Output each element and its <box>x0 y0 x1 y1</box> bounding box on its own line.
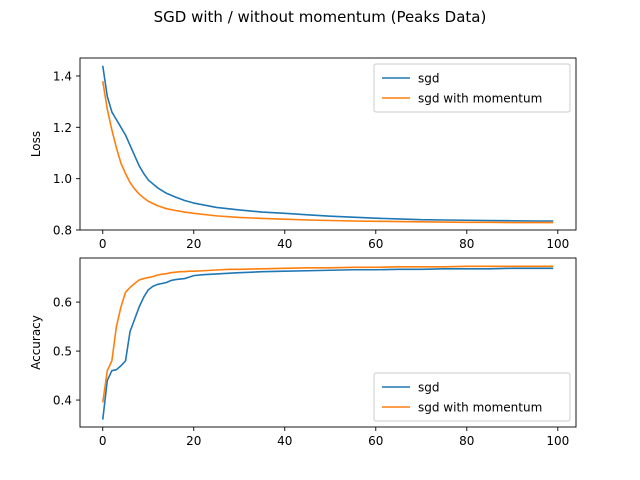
loss-x-tick-label: 60 <box>368 237 383 251</box>
accuracy-x-tick-label: 40 <box>277 434 292 448</box>
accuracy-subplot: 0 20 40 60 80 100 0.4 0.5 0.6 Accuracy sgd sgd with… <box>29 257 577 448</box>
loss-legend-box <box>373 63 571 113</box>
accuracy-y-tick-label: 0.4 <box>53 394 72 408</box>
loss-series-line-sgd-momentum <box>101 80 554 224</box>
loss-y-tick-label: 1.0 <box>53 172 72 186</box>
accuracy-x-tick-label: 0 <box>99 434 107 448</box>
loss-y-axis-label: Loss <box>29 131 43 157</box>
loss-x-tick-label: 20 <box>186 237 201 251</box>
loss-x-tick-label: 40 <box>277 237 292 251</box>
loss-legend: sgd sgd with momentum <box>373 63 571 113</box>
accuracy-x-tick-label: 20 <box>186 434 201 448</box>
accuracy-x-tick-label: 80 <box>459 434 474 448</box>
figure-title: SGD with / without momentum (Peaks Data) <box>154 8 487 26</box>
accuracy-legend-label: sgd with momentum <box>418 401 542 415</box>
accuracy-legend-box <box>373 372 571 422</box>
accuracy-axes-frame <box>79 257 577 428</box>
accuracy-x-tick-label: 100 <box>546 434 569 448</box>
loss-series-line-sgd <box>101 65 554 222</box>
accuracy-y-axis-label: Accuracy <box>29 315 43 370</box>
accuracy-series-line-sgd-momentum <box>101 265 554 403</box>
loss-subplot: 0 20 40 60 80 100 0.8 1.0 1.2 1.4 Loss sgd sgd with … <box>29 57 577 251</box>
loss-y-tick-label: 0.8 <box>53 224 72 238</box>
accuracy-y-tick-label: 0.6 <box>53 296 72 310</box>
loss-x-tick-label: 80 <box>459 237 474 251</box>
loss-y-tick-label: 1.4 <box>53 69 72 83</box>
loss-x-tick-label: 100 <box>546 237 569 251</box>
accuracy-series-line-sgd <box>101 267 554 420</box>
loss-y-tick-label: 1.2 <box>53 121 72 135</box>
accuracy-legend-label: sgd <box>418 381 440 395</box>
loss-legend-label: sgd <box>418 72 440 86</box>
accuracy-y-tick-label: 0.5 <box>53 345 72 359</box>
loss-legend-label: sgd with momentum <box>418 92 542 106</box>
accuracy-x-tick-label: 60 <box>368 434 383 448</box>
accuracy-legend: sgd sgd with momentum <box>373 372 571 422</box>
loss-x-tick-label: 0 <box>99 237 107 251</box>
loss-axes-frame <box>79 57 577 231</box>
